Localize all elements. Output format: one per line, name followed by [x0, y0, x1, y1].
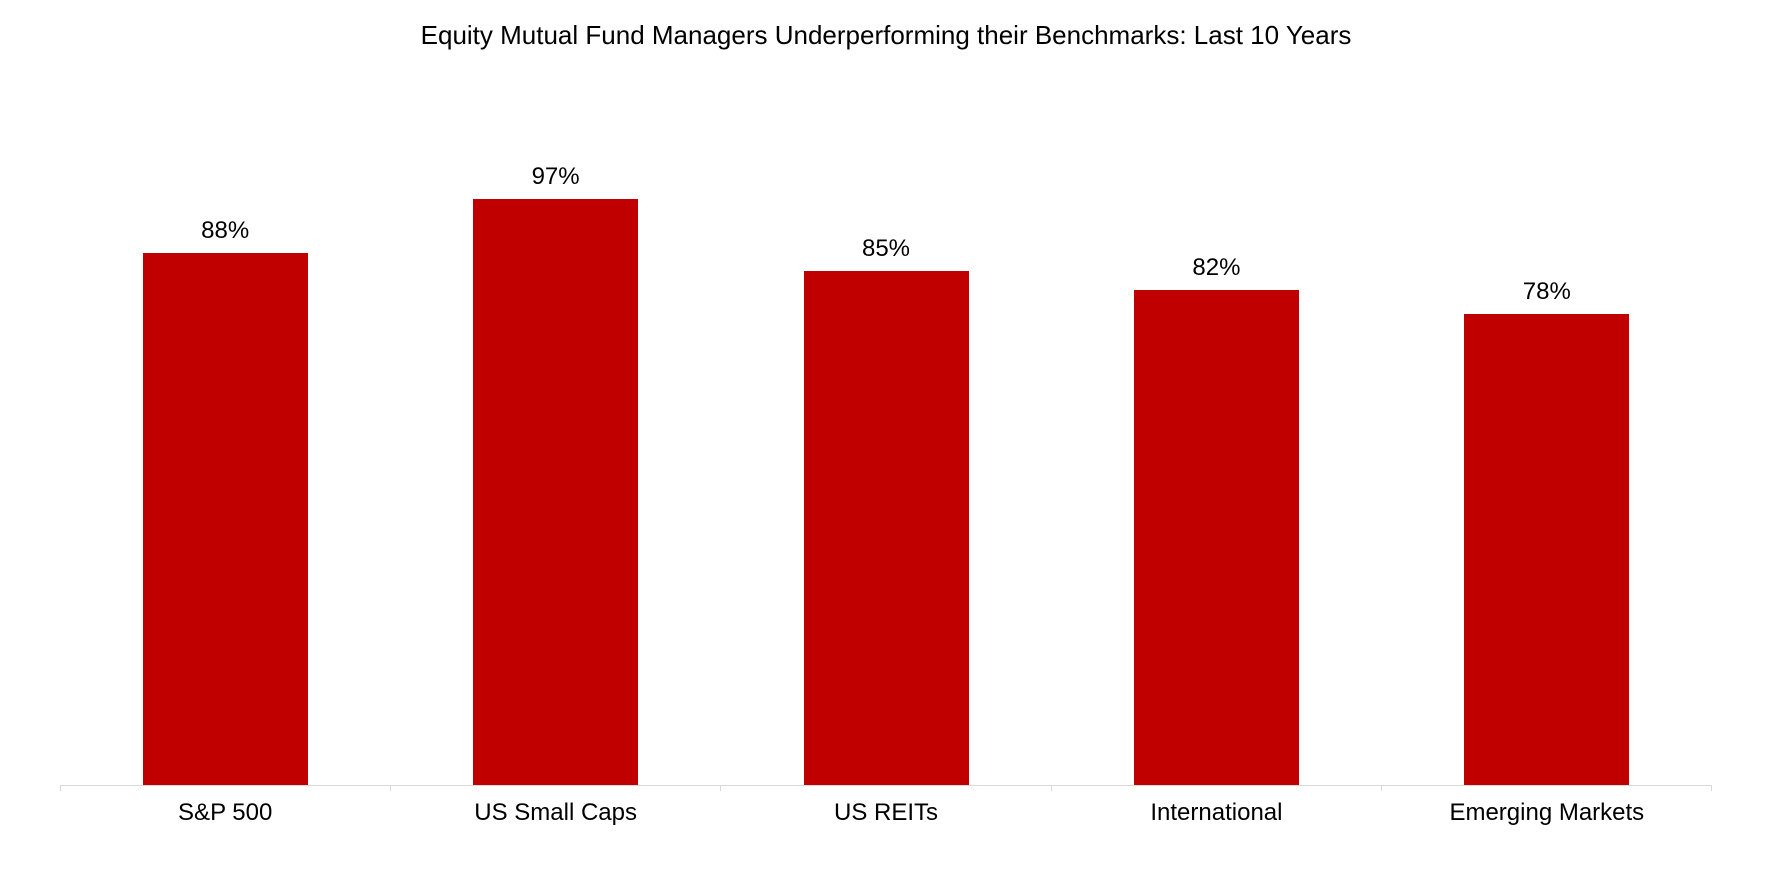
bar: [1134, 290, 1299, 785]
bar-group: 78%: [1382, 61, 1712, 785]
bar: [473, 199, 638, 785]
bar-value-label: 85%: [862, 235, 910, 263]
x-axis-label: S&P 500: [60, 791, 390, 827]
bar-value-label: 88%: [201, 217, 249, 245]
bar-group: 82%: [1051, 61, 1381, 785]
bars-container: 88% 97% 85% 82% 78%: [60, 61, 1712, 786]
bar-value-label: 78%: [1523, 278, 1571, 306]
plot-area: 88% 97% 85% 82% 78%: [60, 61, 1712, 831]
x-axis-labels: S&P 500 US Small Caps US REITs Internati…: [60, 791, 1712, 831]
bar: [1464, 314, 1629, 785]
bar-group: 88%: [60, 61, 390, 785]
bar-value-label: 97%: [532, 163, 580, 191]
bar: [143, 253, 308, 785]
x-axis-label: Emerging Markets: [1382, 791, 1712, 827]
bar-group: 85%: [721, 61, 1051, 785]
bar-group: 97%: [390, 61, 720, 785]
bar-value-label: 82%: [1192, 254, 1240, 282]
x-axis-label: US REITs: [721, 791, 1051, 827]
bar: [804, 271, 969, 785]
x-axis-label: US Small Caps: [390, 791, 720, 827]
x-axis-label: International: [1051, 791, 1381, 827]
chart-title: Equity Mutual Fund Managers Underperform…: [60, 20, 1712, 51]
chart-container: Equity Mutual Fund Managers Underperform…: [0, 0, 1772, 886]
